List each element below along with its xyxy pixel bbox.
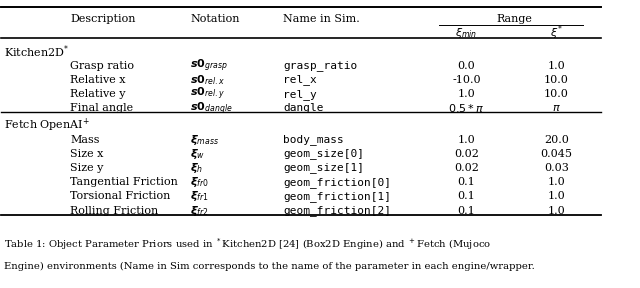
- Text: $\boldsymbol{\xi}_{w}$: $\boldsymbol{\xi}_{w}$: [190, 147, 205, 161]
- Text: rel_x: rel_x: [284, 75, 317, 86]
- Text: 20.0: 20.0: [544, 135, 569, 145]
- Text: $\boldsymbol{\xi}_{fr2}$: $\boldsymbol{\xi}_{fr2}$: [190, 204, 209, 217]
- Text: Name in Sim.: Name in Sim.: [284, 14, 360, 24]
- Text: Torsional Friction: Torsional Friction: [70, 191, 171, 201]
- Text: Notation: Notation: [190, 14, 240, 24]
- Text: Description: Description: [70, 14, 136, 24]
- Text: Relative x: Relative x: [70, 75, 126, 85]
- Text: $\boldsymbol{\xi}_{mass}$: $\boldsymbol{\xi}_{mass}$: [190, 133, 220, 147]
- Text: 0.02: 0.02: [454, 163, 479, 173]
- Text: rel_y: rel_y: [284, 89, 317, 100]
- Text: 0.02: 0.02: [454, 149, 479, 159]
- Text: Size x: Size x: [70, 149, 104, 159]
- Text: Rolling Friction: Rolling Friction: [70, 206, 159, 215]
- Text: grasp_ratio: grasp_ratio: [284, 60, 358, 71]
- Text: 1.0: 1.0: [547, 177, 565, 187]
- Text: 0.1: 0.1: [458, 177, 476, 187]
- Text: 1.0: 1.0: [458, 89, 476, 99]
- Text: 10.0: 10.0: [544, 89, 569, 99]
- Text: Fetch OpenAI$^{+}$: Fetch OpenAI$^{+}$: [4, 117, 90, 134]
- Text: dangle: dangle: [284, 103, 324, 113]
- Text: $\pi$: $\pi$: [552, 103, 561, 113]
- Text: 1.0: 1.0: [547, 191, 565, 201]
- Text: $\boldsymbol{\xi}_{h}$: $\boldsymbol{\xi}_{h}$: [190, 161, 204, 175]
- Text: Relative y: Relative y: [70, 89, 126, 99]
- Text: $\xi^{*}$: $\xi^{*}$: [550, 24, 563, 42]
- Text: $0.5 * \pi$: $0.5 * \pi$: [448, 102, 484, 114]
- Text: $\xi_{min}$: $\xi_{min}$: [455, 26, 477, 40]
- Text: Engine) environments (Name in Sim corresponds to the name of the parameter in ea: Engine) environments (Name in Sim corres…: [4, 262, 535, 271]
- Text: $\boldsymbol{s0}_{grasp}$: $\boldsymbol{s0}_{grasp}$: [190, 58, 228, 74]
- Text: geom_size[1]: geom_size[1]: [284, 163, 364, 173]
- Text: 0.1: 0.1: [458, 191, 476, 201]
- Text: geom_friction[1]: geom_friction[1]: [284, 191, 392, 202]
- Text: geom_friction[2]: geom_friction[2]: [284, 205, 392, 216]
- Text: 1.0: 1.0: [458, 135, 476, 145]
- Text: 0.0: 0.0: [458, 61, 476, 71]
- Text: $\boldsymbol{\xi}_{fr1}$: $\boldsymbol{\xi}_{fr1}$: [190, 190, 209, 203]
- Text: Range: Range: [497, 14, 532, 24]
- Text: 0.1: 0.1: [458, 206, 476, 215]
- Text: $\boldsymbol{s0}_{rel.y}$: $\boldsymbol{s0}_{rel.y}$: [190, 86, 226, 102]
- Text: Tangential Friction: Tangential Friction: [70, 177, 179, 187]
- Text: body_mass: body_mass: [284, 134, 344, 145]
- Text: $\boldsymbol{\xi}_{fr0}$: $\boldsymbol{\xi}_{fr0}$: [190, 175, 209, 189]
- Text: Size y: Size y: [70, 163, 104, 173]
- Text: $\boldsymbol{s0}_{dangle}$: $\boldsymbol{s0}_{dangle}$: [190, 100, 233, 117]
- Text: 1.0: 1.0: [547, 61, 565, 71]
- Text: Table 1: Object Parameter Priors used in $^*$Kitchen2D [24] (Box2D Engine) and $: Table 1: Object Parameter Priors used in…: [4, 237, 492, 253]
- Text: geom_size[0]: geom_size[0]: [284, 148, 364, 159]
- Text: $\boldsymbol{s0}_{rel.x}$: $\boldsymbol{s0}_{rel.x}$: [190, 73, 226, 87]
- Text: 1.0: 1.0: [547, 206, 565, 215]
- Text: 0.03: 0.03: [544, 163, 569, 173]
- Text: Final angle: Final angle: [70, 103, 134, 113]
- Text: Grasp ratio: Grasp ratio: [70, 61, 134, 71]
- Text: geom_friction[0]: geom_friction[0]: [284, 177, 392, 188]
- Text: -10.0: -10.0: [452, 75, 481, 85]
- Text: 10.0: 10.0: [544, 75, 569, 85]
- Text: Kitchen2D$^{*}$: Kitchen2D$^{*}$: [4, 43, 70, 60]
- Text: 0.045: 0.045: [540, 149, 572, 159]
- Text: Mass: Mass: [70, 135, 100, 145]
